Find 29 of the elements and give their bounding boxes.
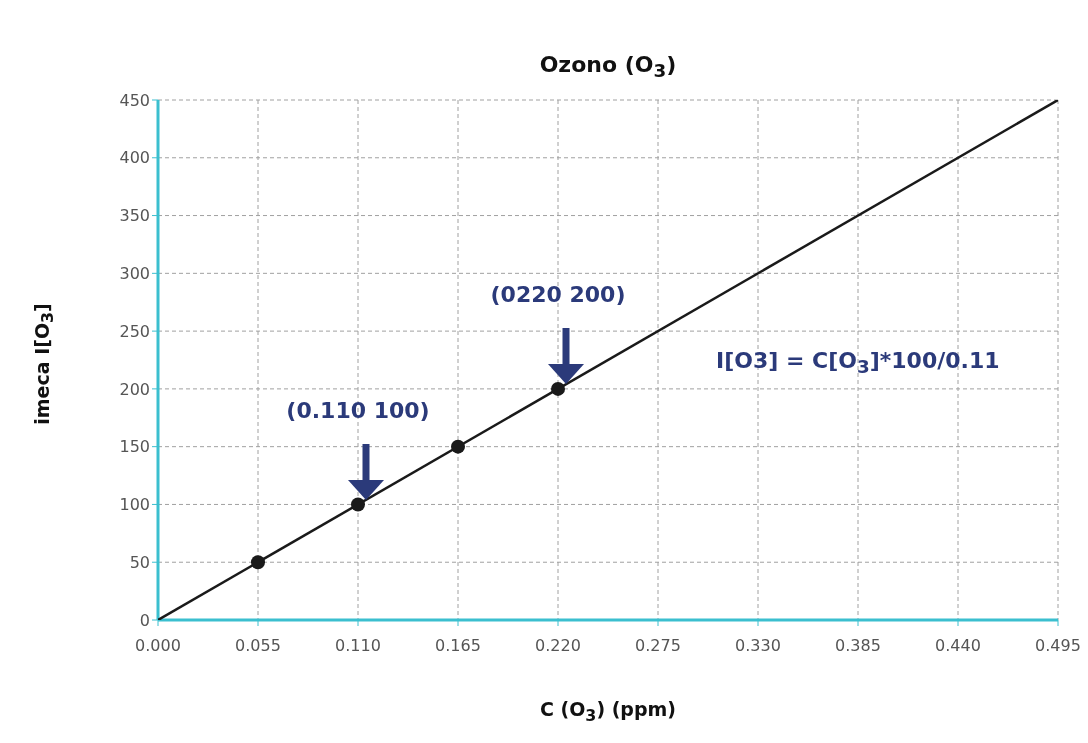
y-tick-label: 250 <box>119 321 150 341</box>
x-tick-label: 0.220 <box>535 636 581 656</box>
y-tick-label: 300 <box>119 264 150 284</box>
y-tick-label: 100 <box>119 495 150 515</box>
point <box>451 439 465 454</box>
x-tick-label: 0.165 <box>435 636 481 656</box>
x-tick-label: 0.055 <box>235 636 281 656</box>
x-tick-label: 0.110 <box>335 636 381 656</box>
x-tick-label: 0.330 <box>735 636 781 656</box>
y-tick-label: 200 <box>119 379 150 399</box>
point <box>251 555 265 570</box>
y-tick-label: 50 <box>129 552 150 572</box>
annotation: (0.110 100) <box>286 398 430 423</box>
point <box>551 381 565 396</box>
annotation: I[O3] = C[O$_{3}$]*100/0.11 <box>716 348 1000 378</box>
y-tick-label: 150 <box>119 437 150 457</box>
x-tick-label: 0.440 <box>935 636 981 656</box>
point <box>351 497 365 512</box>
x-tick-label: 0.275 <box>635 636 681 656</box>
y-tick-label: 350 <box>119 206 150 226</box>
x-axis-title: C (O$_{3}$) (ppm) <box>538 698 678 725</box>
annotation: (0220 200) <box>490 282 626 307</box>
x-tick-label: 0.495 <box>1035 636 1081 656</box>
y-tick-label: 450 <box>119 90 150 110</box>
chart-title: Ozono (O$_{3}$) <box>538 52 678 82</box>
x-tick-label: 0.000 <box>135 636 181 656</box>
x-tick-label: 0.385 <box>835 636 881 656</box>
y-tick-label: 400 <box>119 148 150 168</box>
y-tick-label: 0 <box>139 610 150 630</box>
